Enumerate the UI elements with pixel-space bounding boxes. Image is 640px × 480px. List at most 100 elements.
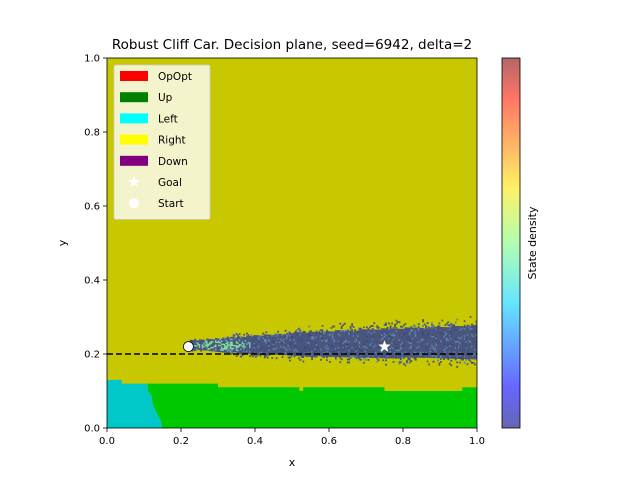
density-cell xyxy=(358,348,361,351)
density-cell xyxy=(228,339,231,342)
density-cell xyxy=(403,331,405,334)
density-cell xyxy=(428,331,430,333)
density-cell xyxy=(200,339,202,342)
density-cell xyxy=(198,343,201,346)
density-cell xyxy=(377,359,380,362)
density-cell xyxy=(263,355,266,357)
density-cell xyxy=(369,338,371,341)
density-cell xyxy=(240,351,242,354)
density-cell xyxy=(337,342,340,344)
density-cell xyxy=(459,337,461,340)
density-cell xyxy=(417,354,420,357)
density-cell xyxy=(471,333,473,336)
density-cell xyxy=(422,329,424,332)
density-cell xyxy=(297,338,300,340)
density-cell xyxy=(380,356,383,359)
density-cell xyxy=(363,356,365,358)
density-cell xyxy=(327,338,330,341)
density-cell xyxy=(395,356,398,359)
density-cell xyxy=(342,334,345,337)
density-cell xyxy=(206,344,208,347)
density-cell xyxy=(207,341,210,344)
density-cell xyxy=(262,346,265,348)
density-cell xyxy=(391,338,393,341)
density-cell xyxy=(417,330,420,333)
density-cell xyxy=(314,343,316,346)
density-cell xyxy=(342,337,345,340)
density-cell xyxy=(426,350,429,353)
density-cell xyxy=(238,340,241,343)
density-cell xyxy=(260,338,263,341)
density-cell xyxy=(468,347,470,349)
density-cell xyxy=(229,347,232,349)
density-cell xyxy=(330,346,333,349)
density-cell xyxy=(371,354,374,357)
density-cell xyxy=(413,329,416,331)
density-cell xyxy=(283,340,285,342)
density-cell xyxy=(404,337,407,340)
density-cell xyxy=(321,336,324,339)
density-cell xyxy=(438,332,441,335)
density-cell xyxy=(447,324,450,327)
density-cell xyxy=(471,357,473,360)
density-cell xyxy=(444,344,447,347)
density-cell xyxy=(360,341,362,343)
density-cell xyxy=(252,337,254,340)
density-cell xyxy=(438,356,441,359)
density-cell xyxy=(223,340,226,343)
density-cell xyxy=(474,342,476,345)
density-cell xyxy=(215,350,217,352)
density-cell xyxy=(259,341,262,344)
density-cell xyxy=(408,346,411,349)
density-cell xyxy=(386,328,389,331)
density-cell xyxy=(364,353,367,355)
density-cell xyxy=(385,363,387,366)
density-cell xyxy=(392,341,395,344)
density-cell xyxy=(448,331,451,334)
density-cell xyxy=(262,338,265,341)
density-cell xyxy=(238,336,241,339)
density-cell xyxy=(283,344,285,347)
density-cell xyxy=(411,348,414,351)
density-cell xyxy=(432,334,435,336)
density-cell xyxy=(334,336,337,338)
density-cell xyxy=(376,338,379,341)
density-cell xyxy=(342,340,345,343)
density-cell xyxy=(321,350,324,352)
density-cell xyxy=(258,339,260,342)
density-cell xyxy=(403,342,405,344)
density-cell xyxy=(373,351,376,354)
density-cell xyxy=(431,322,433,325)
density-cell xyxy=(312,351,315,353)
density-cell xyxy=(460,333,463,336)
density-cell xyxy=(364,333,367,336)
density-cell xyxy=(431,332,433,335)
density-cell xyxy=(416,344,419,346)
density-cell xyxy=(262,337,265,339)
density-cell xyxy=(423,323,426,326)
density-cell xyxy=(274,342,276,345)
density-cell xyxy=(275,335,278,337)
density-cell xyxy=(323,339,325,342)
density-cell xyxy=(280,348,282,351)
density-cell xyxy=(256,335,259,337)
density-cell xyxy=(438,362,441,365)
density-cell xyxy=(306,350,309,353)
density-cell xyxy=(376,360,379,363)
density-cell xyxy=(269,339,272,341)
density-cell xyxy=(392,361,395,363)
density-cell xyxy=(401,349,404,352)
density-cell xyxy=(457,357,460,359)
density-cell xyxy=(283,346,285,348)
density-cell xyxy=(232,349,235,351)
density-cell xyxy=(370,351,373,354)
density-cell xyxy=(351,334,353,337)
density-cell xyxy=(391,343,393,346)
density-cell xyxy=(290,350,293,353)
density-cell xyxy=(410,330,413,333)
density-cell xyxy=(472,329,475,332)
density-cell xyxy=(354,333,356,336)
density-cell xyxy=(321,333,324,336)
density-cell xyxy=(443,336,445,338)
density-cell xyxy=(408,334,411,337)
